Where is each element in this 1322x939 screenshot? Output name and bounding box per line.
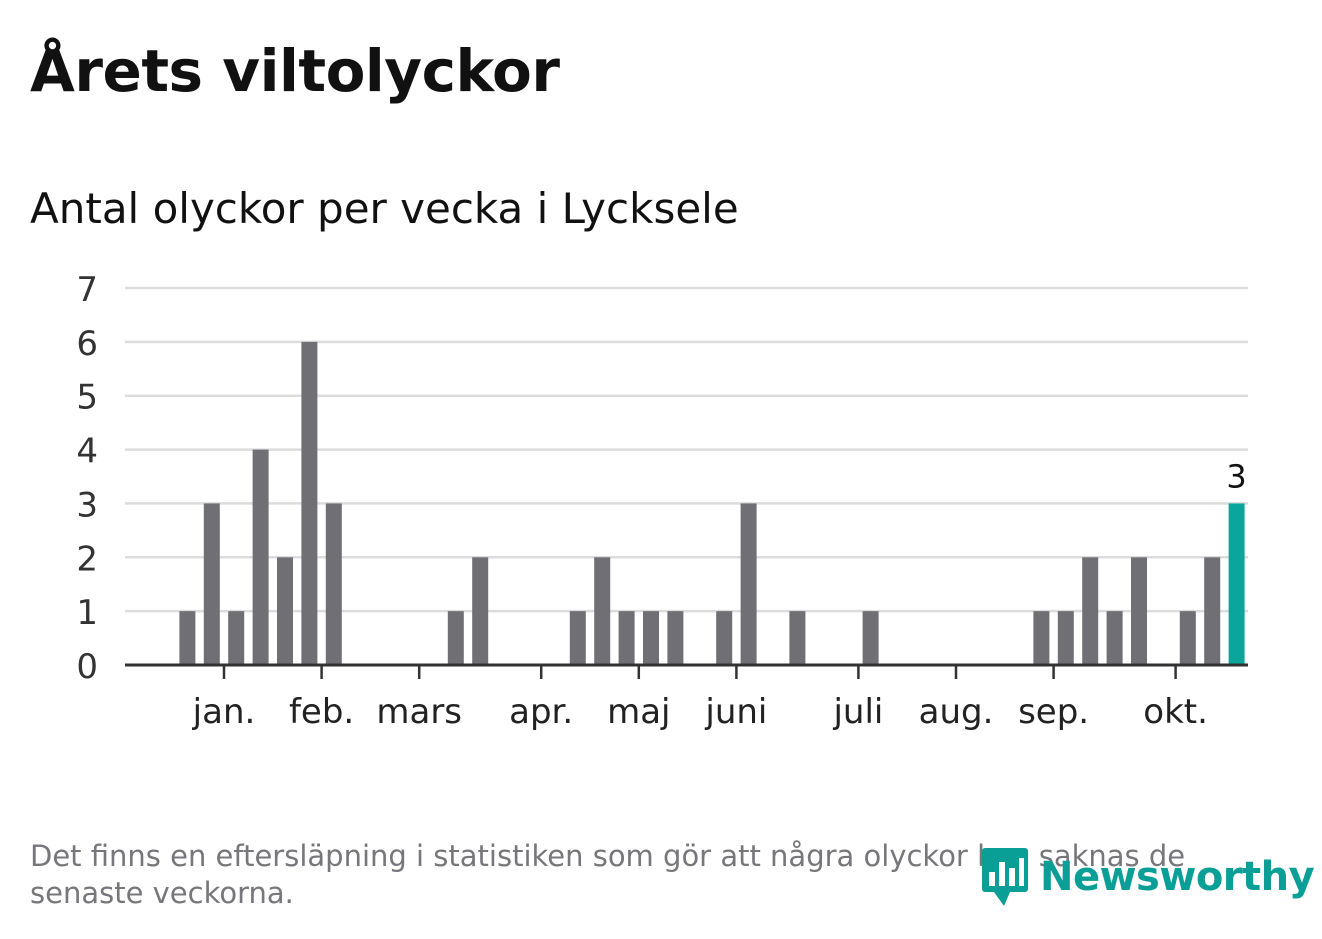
x-tick-label: apr. bbox=[509, 692, 573, 732]
bar bbox=[472, 557, 489, 665]
page-title: Årets viltolyckor bbox=[30, 37, 560, 105]
bar bbox=[862, 611, 879, 665]
bar bbox=[447, 611, 464, 665]
bar bbox=[740, 503, 757, 665]
y-tick-label: 0 bbox=[76, 647, 98, 687]
bar bbox=[179, 611, 196, 665]
highlight-bar bbox=[1228, 503, 1245, 665]
x-tick-label: okt. bbox=[1143, 692, 1208, 732]
y-tick-label: 5 bbox=[76, 378, 98, 418]
x-tick-label: sep. bbox=[1018, 692, 1089, 732]
bar bbox=[1204, 557, 1221, 665]
bar bbox=[301, 341, 318, 665]
bar bbox=[569, 611, 586, 665]
bar bbox=[1179, 611, 1196, 665]
bar bbox=[252, 449, 269, 665]
bar bbox=[716, 611, 733, 665]
y-tick-label: 4 bbox=[76, 432, 98, 472]
bar bbox=[1057, 611, 1074, 665]
y-tick-label: 7 bbox=[76, 270, 98, 310]
bar bbox=[643, 611, 659, 665]
x-tick-label: jan. bbox=[192, 692, 256, 732]
data-label: 3 bbox=[1226, 457, 1246, 495]
bar-chart: 0 1 2 3 4 5 6 7 3 jan. feb. mars apr. maj juni juli aug.… bbox=[76, 270, 1248, 732]
bar bbox=[1106, 611, 1123, 665]
x-tick-label: juli bbox=[832, 692, 883, 732]
y-tick-label: 6 bbox=[76, 324, 98, 364]
bar bbox=[618, 611, 635, 665]
bar bbox=[1131, 557, 1147, 665]
bar bbox=[667, 611, 684, 665]
newsworthy-logo-icon bbox=[982, 848, 1028, 906]
x-tick-label: maj bbox=[607, 692, 670, 732]
bar bbox=[1033, 611, 1050, 665]
bar bbox=[1082, 557, 1099, 665]
chart-subtitle: Antal olyckor per vecka i Lycksele bbox=[30, 184, 739, 233]
y-tick-label: 1 bbox=[76, 593, 98, 633]
brand-name: Newsworthy bbox=[1040, 854, 1315, 900]
bar bbox=[277, 557, 293, 665]
bar bbox=[228, 611, 245, 665]
x-tick-label: aug. bbox=[919, 692, 994, 732]
x-tick-label: juni bbox=[704, 692, 767, 732]
bar bbox=[203, 503, 220, 665]
y-tick-label: 2 bbox=[76, 539, 98, 579]
y-tick-label: 3 bbox=[76, 485, 98, 525]
bar bbox=[789, 611, 806, 665]
bar bbox=[594, 557, 611, 665]
bar bbox=[325, 503, 342, 665]
x-tick-label: mars bbox=[376, 692, 462, 732]
x-tick-label: feb. bbox=[289, 692, 354, 732]
brand-logo: Newsworthy bbox=[980, 846, 1315, 908]
